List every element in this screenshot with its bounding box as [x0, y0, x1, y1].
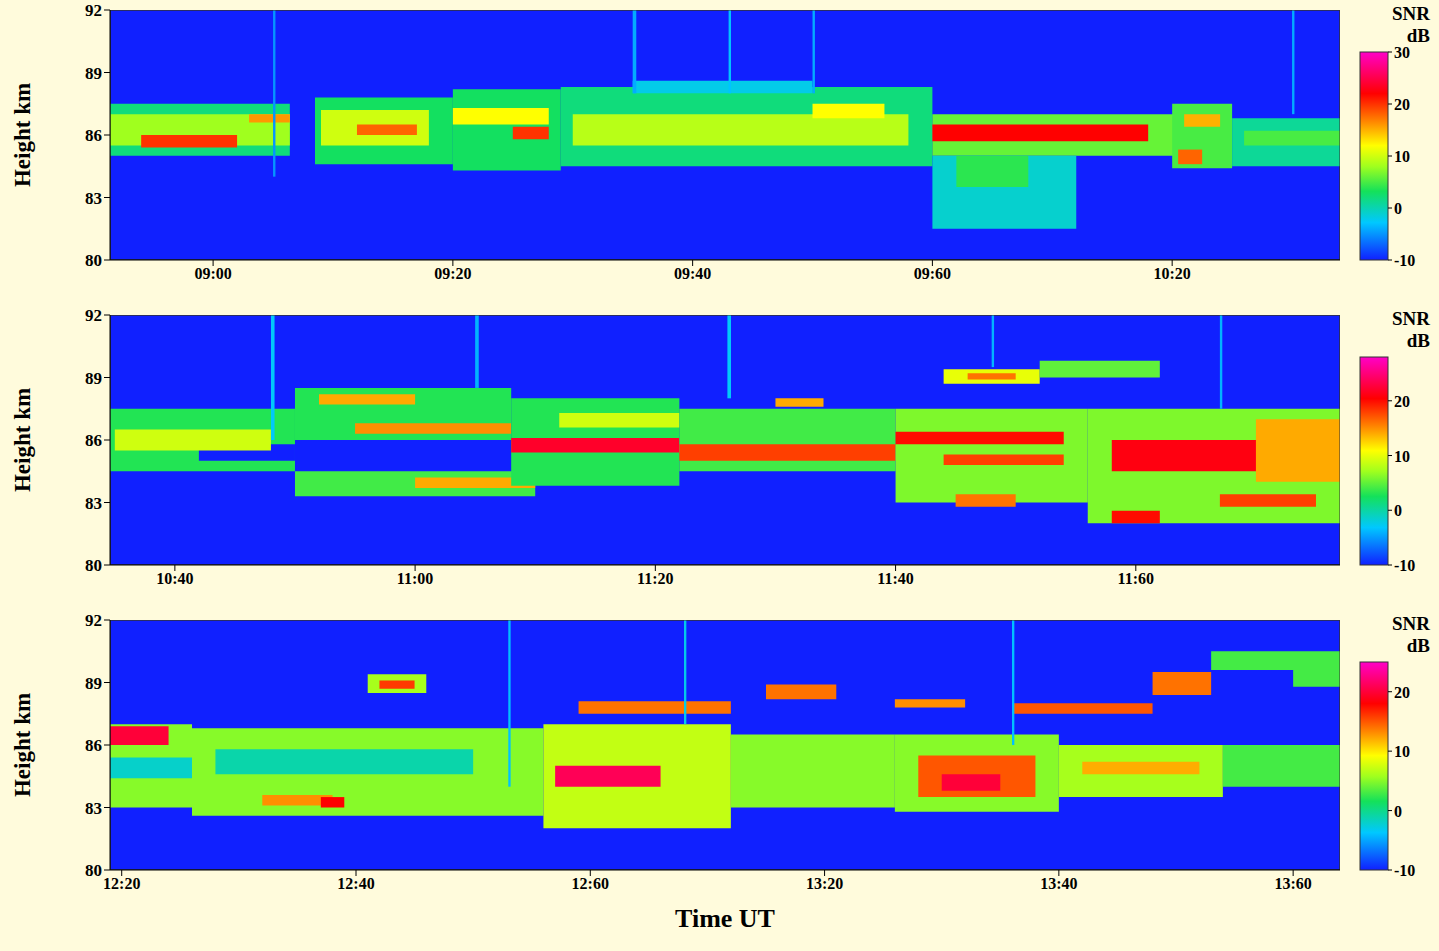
svg-text:86: 86: [85, 126, 102, 145]
svg-text:12:60: 12:60: [572, 875, 609, 892]
svg-text:20: 20: [1394, 684, 1410, 701]
svg-text:12:40: 12:40: [337, 875, 374, 892]
svg-text:11:60: 11:60: [1118, 570, 1154, 587]
svg-text:80: 80: [85, 556, 102, 575]
svg-text:89: 89: [85, 64, 102, 83]
svg-text:10: 10: [1394, 148, 1410, 165]
svg-text:11:00: 11:00: [397, 570, 433, 587]
svg-text:20: 20: [1394, 96, 1410, 113]
svg-text:dB: dB: [1407, 635, 1431, 656]
svg-text:dB: dB: [1407, 330, 1431, 351]
svg-text:30: 30: [1394, 44, 1410, 61]
svg-text:80: 80: [85, 861, 102, 880]
svg-text:10: 10: [1394, 743, 1410, 760]
svg-text:SNR: SNR: [1392, 613, 1430, 634]
svg-text:83: 83: [85, 189, 102, 208]
svg-text:09:20: 09:20: [434, 265, 471, 282]
svg-text:86: 86: [85, 736, 102, 755]
svg-text:10:20: 10:20: [1153, 265, 1190, 282]
svg-text:0: 0: [1394, 200, 1402, 217]
svg-text:13:20: 13:20: [806, 875, 843, 892]
svg-text:dB: dB: [1407, 25, 1431, 46]
svg-text:09:40: 09:40: [674, 265, 711, 282]
svg-text:0: 0: [1394, 803, 1402, 820]
html-text:Time UT: Time UT: [675, 904, 775, 933]
svg-text:SNR: SNR: [1392, 3, 1430, 24]
svg-text:10: 10: [1394, 448, 1410, 465]
svg-text:83: 83: [85, 494, 102, 513]
svg-text:-10: -10: [1394, 252, 1415, 269]
svg-text:89: 89: [85, 369, 102, 388]
svg-text:-10: -10: [1394, 557, 1415, 574]
svg-text:92: 92: [85, 611, 102, 630]
svg-text:83: 83: [85, 799, 102, 818]
svg-text:80: 80: [85, 251, 102, 270]
svg-text:86: 86: [85, 431, 102, 450]
svg-text:13:40: 13:40: [1040, 875, 1077, 892]
svg-text:92: 92: [85, 306, 102, 325]
svg-text:Height km: Height km: [10, 388, 35, 492]
svg-text:SNR: SNR: [1392, 308, 1430, 329]
svg-text:92: 92: [85, 1, 102, 20]
svg-text:Height km: Height km: [10, 83, 35, 187]
svg-text:11:40: 11:40: [877, 570, 913, 587]
svg-text:-10: -10: [1394, 862, 1415, 879]
svg-text:89: 89: [85, 674, 102, 693]
svg-text:20: 20: [1394, 393, 1410, 410]
svg-text:11:20: 11:20: [637, 570, 673, 587]
svg-text:Height km: Height km: [10, 693, 35, 797]
svg-text:09:60: 09:60: [914, 265, 951, 282]
svg-text:09:00: 09:00: [194, 265, 231, 282]
svg-text:10:40: 10:40: [156, 570, 193, 587]
svg-text:13:60: 13:60: [1274, 875, 1311, 892]
svg-text:0: 0: [1394, 502, 1402, 519]
svg-text:12:20: 12:20: [103, 875, 140, 892]
